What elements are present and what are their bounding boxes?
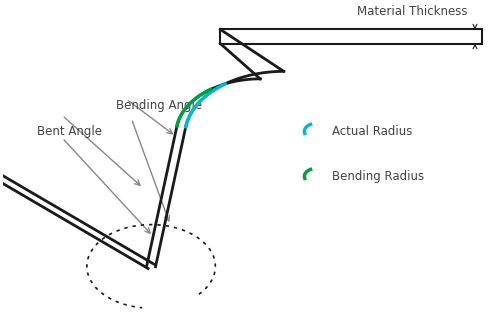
Text: Bending Radius: Bending Radius [332,170,424,183]
Text: Actual Radius: Actual Radius [332,125,412,138]
Text: Material Thickness: Material Thickness [357,5,468,18]
Text: Bending Angle: Bending Angle [116,99,202,112]
Bar [220,29,482,43]
Text: Bent Angle: Bent Angle [38,125,102,138]
